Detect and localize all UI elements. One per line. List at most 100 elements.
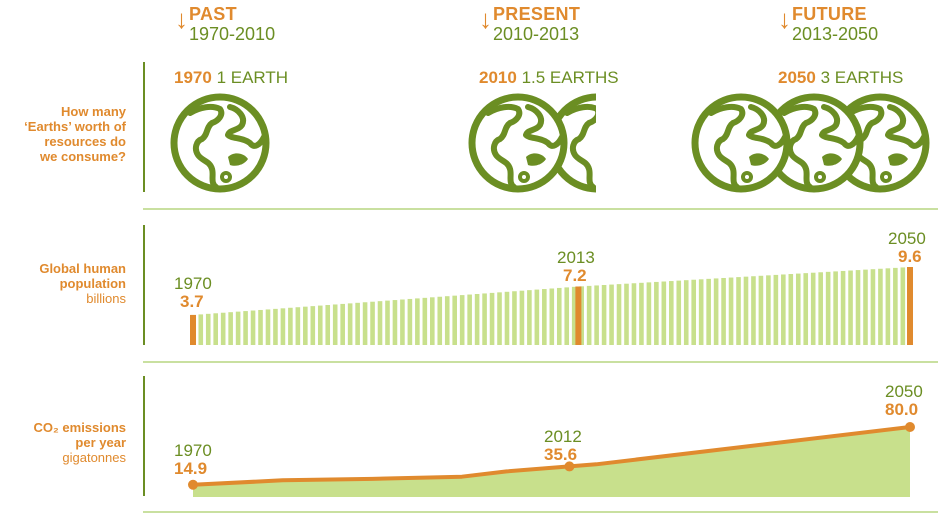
population-bar: [885, 268, 891, 345]
population-bar: [556, 287, 562, 345]
population-bar: [624, 283, 629, 345]
population-bar: [317, 305, 323, 345]
population-bar: [407, 298, 413, 345]
population-bar: [683, 280, 689, 345]
down-arrow-icon: ↓: [175, 4, 188, 34]
population-bar: [392, 300, 398, 345]
earths-2050-label: 2050 3 EARTHS: [778, 68, 903, 88]
population-bar: [370, 301, 375, 345]
population-bar: [385, 300, 390, 345]
label-line: population: [59, 276, 126, 291]
population-bar: [527, 290, 532, 345]
population-bar: [631, 283, 637, 345]
population-bar: [691, 279, 697, 345]
population-bar: [818, 272, 823, 345]
population-bar: [243, 311, 248, 345]
population-bar: [781, 274, 786, 345]
population-bar: [758, 275, 764, 345]
population-bar: [265, 309, 271, 345]
population-highlight-bar: [575, 286, 582, 345]
pop-year-2050: 2050: [888, 229, 926, 248]
population-bar: [310, 306, 316, 345]
population-bar: [564, 287, 570, 345]
section-divider: [143, 225, 145, 345]
label-line: resources do: [44, 134, 126, 149]
population-bar: [325, 305, 331, 345]
population-bar: [713, 278, 719, 345]
population-bar: [340, 303, 345, 345]
label-line: Global human: [39, 261, 126, 276]
population-bar: [870, 269, 876, 345]
earth-year: 1970: [174, 68, 212, 87]
population-bar: [467, 294, 472, 345]
population-bar: [512, 291, 517, 345]
population-bar: [452, 295, 458, 345]
down-arrow-icon: ↓: [778, 4, 791, 34]
population-bar: [728, 277, 734, 345]
population-bar: [482, 293, 487, 345]
population-bar: [347, 303, 353, 345]
population-bar: [459, 295, 465, 345]
period-range: 2010-2013: [493, 24, 580, 44]
population-bar: [616, 284, 622, 345]
period-name: PRESENT: [493, 4, 581, 24]
population-bar: [609, 284, 614, 345]
earth-year: 2010: [479, 68, 517, 87]
population-bar: [586, 285, 592, 345]
section-divider: [143, 376, 145, 496]
label-line: ‘Earths’ worth of: [24, 119, 126, 134]
population-highlight-bar: [190, 314, 196, 345]
pop-year-1970: 1970: [174, 274, 212, 293]
section-divider: [143, 208, 938, 210]
unit-label: billions: [86, 291, 126, 306]
population-highlight-bar: [907, 267, 913, 345]
pop-value-2050: 9.6: [898, 247, 922, 266]
population-bar: [698, 279, 704, 345]
population-bar: [295, 307, 301, 345]
population-row-label: Global human population billions: [39, 261, 126, 306]
population-bar: [220, 312, 226, 345]
co2-year-1970: 1970: [174, 441, 212, 460]
population-bar: [534, 289, 540, 345]
earth-year: 2050: [778, 68, 816, 87]
period-name: PAST: [189, 4, 237, 24]
population-bar: [863, 269, 868, 345]
section-divider: [143, 62, 145, 192]
population-bar: [355, 302, 360, 345]
period-range: 2013-2050: [792, 24, 879, 44]
population-bar: [542, 289, 547, 345]
label-line: we consume?: [40, 149, 126, 164]
population-bar: [639, 282, 644, 345]
population-bar: [601, 285, 607, 345]
population-bar: [721, 277, 726, 345]
unit-label: gigatonnes: [62, 450, 126, 465]
population-bar: [855, 270, 861, 345]
population-bar: [803, 273, 809, 345]
population-bar: [833, 271, 838, 345]
co2-value-2050: 80.0: [885, 400, 919, 419]
co2-point: [905, 422, 915, 432]
co2-value-1970: 14.9: [174, 459, 208, 478]
co2-year-2050: 2050: [885, 382, 923, 401]
population-bar: [332, 304, 338, 345]
population-bar: [489, 292, 495, 345]
population-bar: [810, 272, 816, 345]
population-bar: [706, 278, 711, 345]
population-bar: [497, 292, 502, 345]
population-bar: [788, 274, 794, 345]
population-bar: [303, 306, 308, 345]
population-bar: [654, 281, 659, 345]
label-line: How many: [60, 104, 126, 119]
population-bar: [549, 288, 555, 345]
label-line: CO₂ emissions: [33, 420, 126, 435]
population-bar: [825, 271, 831, 345]
co2-value-2012: 35.6: [544, 445, 578, 464]
earths-row-label: How many ‘Earths’ worth of resources do …: [24, 104, 126, 164]
population-bar: [258, 309, 263, 345]
co2-point: [188, 479, 198, 490]
pop-value-1970: 3.7: [180, 292, 204, 311]
population-bar: [280, 308, 286, 345]
population-bar: [288, 307, 293, 345]
